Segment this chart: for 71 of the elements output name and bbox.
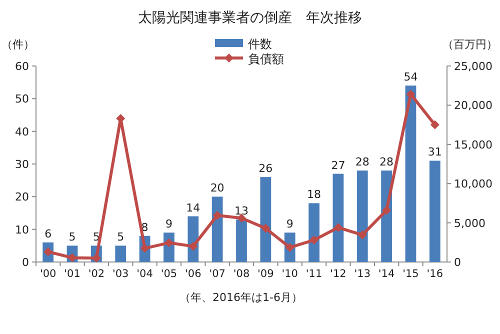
data-label: 8 [141,220,148,234]
data-label: 9 [286,218,294,231]
point [382,206,392,215]
x-tick-label: '08 [233,268,250,280]
data-label: 13 [234,204,248,218]
y2-tick-label: 5,000 [454,216,486,230]
y-tick-label: 60 [15,60,29,73]
x-tick-label: '14 [378,268,395,280]
point [310,236,319,245]
x-tick-label: '12 [330,268,346,280]
bar [236,220,247,262]
chart-title: 太陽光関連事業者の倒産 年次推移 [138,10,362,26]
data-label: 28 [380,156,394,169]
y-tick-label: 30 [15,158,29,171]
data-label: 31 [428,146,442,159]
x-axis-title: （年、2016年は1-6月） [180,291,302,304]
data-label: 26 [258,162,273,176]
bar [212,196,223,262]
bar [260,177,272,262]
bar [308,203,320,262]
y2-tick-label: 15,000 [454,138,492,152]
y-axis-title: （件） [2,38,34,51]
data-label: 54 [404,70,418,84]
bar [356,170,368,262]
point [358,230,367,240]
x-tick-label: '02 [88,268,105,280]
x-tick-label: '10 [282,268,298,280]
point [406,90,416,99]
data-label: 5 [117,230,124,244]
y-tick-label: 20 [15,190,29,204]
point [188,242,198,251]
data-label: 20 [210,182,224,195]
x-tick-label: '15 [402,268,419,280]
data-label: 28 [355,156,370,169]
x-tick-label: '06 [185,268,202,280]
x-tick-label: '05 [160,268,178,280]
x-tick-label: '11 [306,268,322,280]
x-tick-label: '09 [258,268,274,280]
data-label: 5 [92,230,100,244]
y2-tick-label: 20,000 [454,99,492,112]
data-label: 27 [331,158,346,172]
y-tick-label: 50 [15,92,29,106]
data-label: 6 [44,227,52,240]
point [261,224,270,233]
bar [429,160,440,262]
point [430,120,440,130]
x-tick-label: '04 [136,268,154,280]
legend-label: 負債額 [248,52,284,66]
point [334,223,343,232]
bar [332,174,344,262]
x-tick-label: '13 [354,268,371,280]
data-label: 18 [307,188,322,202]
data-label: 9 [165,218,172,231]
data-label: 14 [186,201,200,214]
point [212,210,222,220]
data-label: 5 [68,230,76,244]
y2-axis-title: （百万円） [442,38,498,51]
legend-label: 件数 [248,37,272,51]
x-tick-label: '16 [426,268,444,280]
y-tick-label: 10 [15,223,29,236]
x-tick-label: '07 [209,268,226,280]
y-tick-label: 40 [15,125,29,138]
x-tick-label: '01 [64,268,80,280]
x-tick-label: '00 [40,268,56,280]
bar [405,86,416,262]
x-tick-label: '03 [112,268,129,280]
y-tick-label: 0 [22,256,29,269]
y2-tick-label: 25,000 [454,60,492,73]
bar [115,246,126,262]
y2-tick-label: 10,000 [454,178,492,191]
y2-tick-label: 0 [454,256,461,269]
